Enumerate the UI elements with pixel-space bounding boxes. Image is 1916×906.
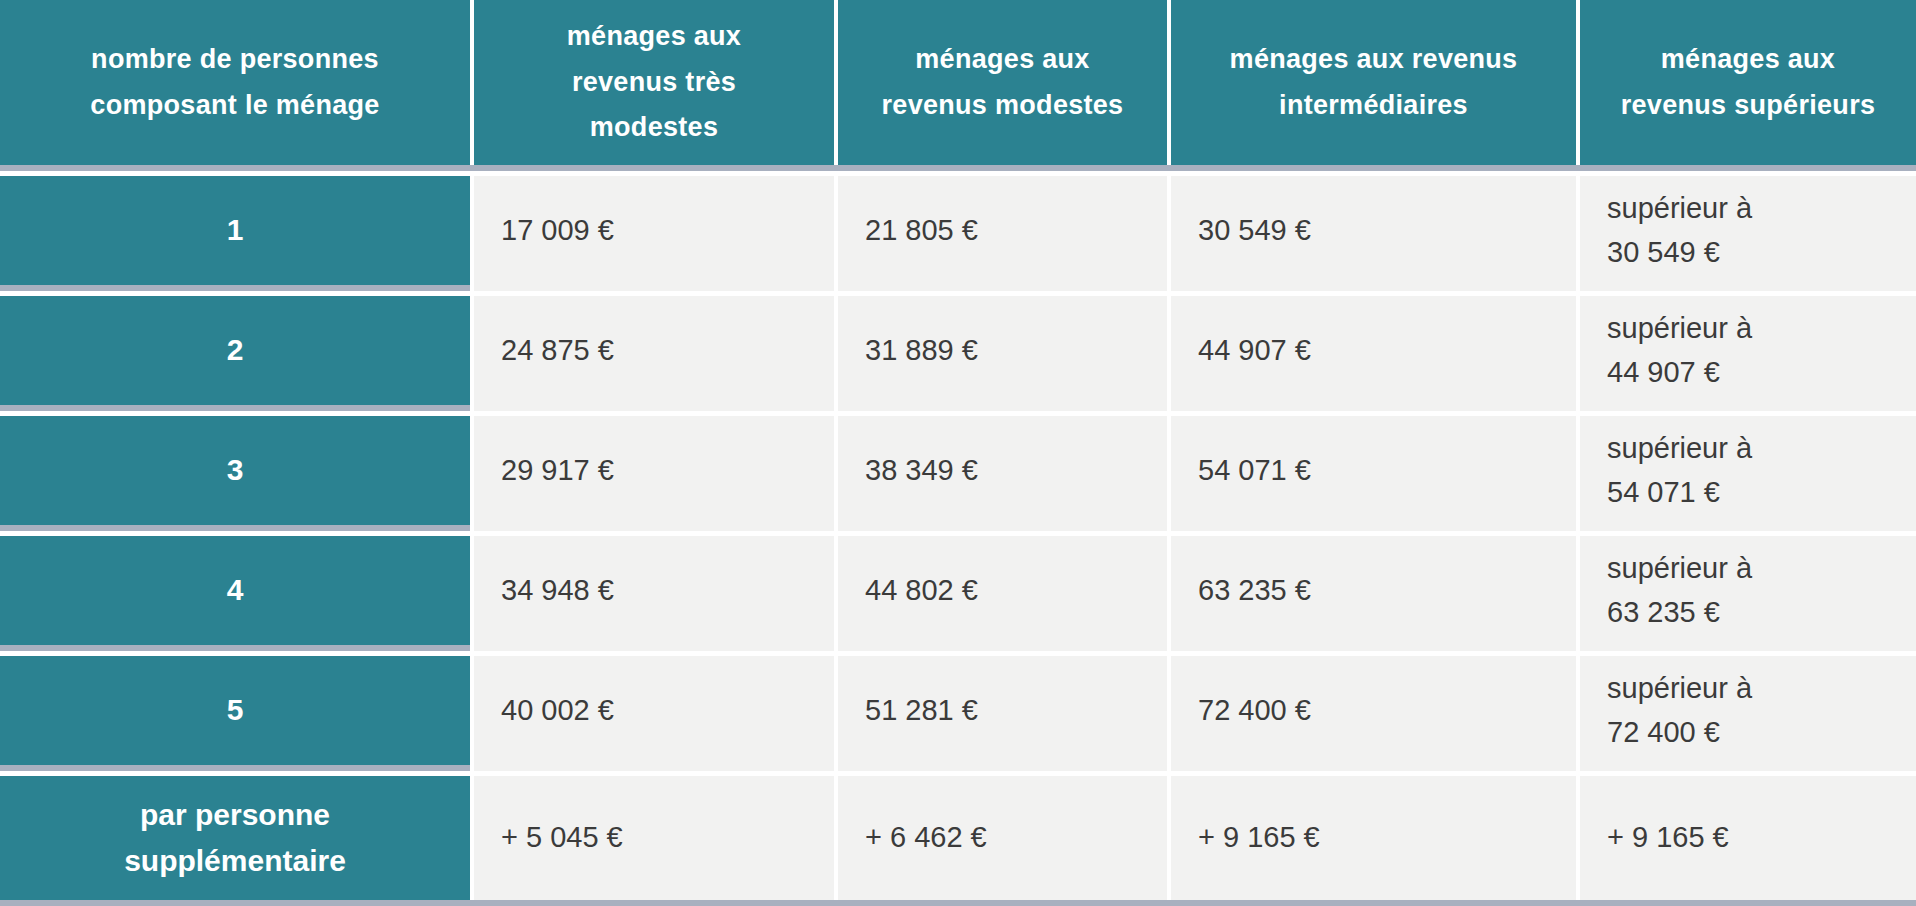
row-divider <box>1580 525 1916 531</box>
row-label-1: 1 <box>0 176 470 285</box>
row-divider <box>474 285 834 291</box>
row-divider <box>474 525 834 531</box>
value-cell: 30 549 € <box>1171 176 1576 285</box>
value-cell: supérieur à 30 549 € <box>1580 176 1916 285</box>
row-divider <box>0 525 470 531</box>
row-divider <box>474 765 834 771</box>
row-label-4: 4 <box>0 536 470 645</box>
header-revenus-superieurs: ménages aux revenus supérieurs <box>1580 0 1916 165</box>
row-divider <box>1580 765 1916 771</box>
value-cell: + 9 165 € <box>1580 776 1916 900</box>
row-divider <box>474 645 834 651</box>
header-revenus-intermediaires: ménages aux revenus intermédiaires <box>1171 0 1576 165</box>
value-cell: 38 349 € <box>838 416 1167 525</box>
value-cell: 17 009 € <box>474 176 834 285</box>
value-cell: 40 002 € <box>474 656 834 765</box>
value-cell: 44 907 € <box>1171 296 1576 405</box>
row-divider <box>474 405 834 411</box>
row-divider <box>0 285 470 291</box>
row-divider <box>0 405 470 411</box>
header-revenus-modestes: ménages aux revenus modestes <box>838 0 1167 165</box>
value-cell: 31 889 € <box>838 296 1167 405</box>
value-cell: 54 071 € <box>1171 416 1576 525</box>
row-label-3: 3 <box>0 416 470 525</box>
value-cell: 51 281 € <box>838 656 1167 765</box>
row-divider <box>1580 285 1916 291</box>
value-cell: + 5 045 € <box>474 776 834 900</box>
value-cell: supérieur à 63 235 € <box>1580 536 1916 645</box>
value-cell: + 9 165 € <box>1171 776 1576 900</box>
header-revenus-tres-modestes: ménages aux revenus très modestes <box>474 0 834 165</box>
header-divider <box>0 165 1916 171</box>
row-divider <box>838 765 1167 771</box>
row-divider <box>838 525 1167 531</box>
value-cell: supérieur à 72 400 € <box>1580 656 1916 765</box>
row-label-5: 5 <box>0 656 470 765</box>
value-cell: supérieur à 44 907 € <box>1580 296 1916 405</box>
row-divider <box>0 645 470 651</box>
value-cell: 24 875 € <box>474 296 834 405</box>
row-divider <box>1580 405 1916 411</box>
row-divider <box>838 405 1167 411</box>
row-label-2: 2 <box>0 296 470 405</box>
row-divider <box>1171 525 1576 531</box>
header-nombre-personnes: nombre de personnes composant le ménage <box>0 0 470 165</box>
value-cell: 34 948 € <box>474 536 834 645</box>
row-divider <box>1171 405 1576 411</box>
value-cell: 21 805 € <box>838 176 1167 285</box>
bottom-divider <box>0 900 1916 906</box>
row-divider <box>1171 645 1576 651</box>
value-cell: + 6 462 € <box>838 776 1167 900</box>
value-cell: 63 235 € <box>1171 536 1576 645</box>
value-cell: 29 917 € <box>474 416 834 525</box>
row-divider <box>1171 285 1576 291</box>
row-divider <box>0 765 470 771</box>
value-cell: 72 400 € <box>1171 656 1576 765</box>
row-divider <box>838 645 1167 651</box>
row-divider <box>1171 765 1576 771</box>
row-divider <box>838 285 1167 291</box>
value-cell: 44 802 € <box>838 536 1167 645</box>
income-thresholds-table: nombre de personnes composant le ménage … <box>0 0 1916 906</box>
row-label-par-personne-supplementaire: par personne supplémentaire <box>0 776 470 900</box>
row-divider <box>1580 645 1916 651</box>
value-cell: supérieur à 54 071 € <box>1580 416 1916 525</box>
